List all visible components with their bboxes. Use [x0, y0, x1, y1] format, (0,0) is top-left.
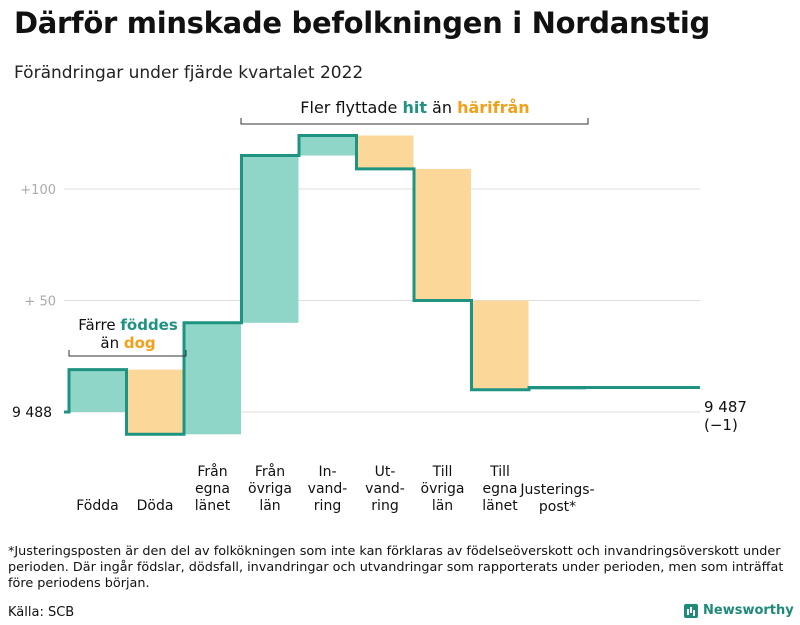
category-label: övriga	[248, 481, 292, 497]
category-label: länet	[195, 498, 231, 514]
waterfall-bar	[356, 135, 414, 169]
waterfall-bar	[69, 369, 126, 412]
category-label: övriga	[421, 481, 465, 497]
brand-logo: Newsworthy	[684, 603, 794, 618]
category-label: Födda	[76, 498, 118, 514]
y-tick-label: +100	[20, 183, 56, 198]
category-label: Döda	[137, 498, 174, 514]
chart-subtitle: Förändringar under fjärde kvartalet 2022	[14, 63, 364, 83]
category-label: län	[259, 498, 280, 514]
waterfall-bar	[241, 155, 299, 323]
category-label: länet	[482, 498, 518, 514]
category-label: vand-	[365, 481, 405, 497]
category-label: Justerings-	[519, 482, 594, 498]
category-label: In-	[318, 464, 336, 480]
category-label: post*	[539, 499, 576, 515]
annotation-births-deaths: Färre föddes	[78, 316, 178, 334]
annotation-births-deaths-line2: än dog	[100, 334, 155, 352]
category-label: Ut-	[375, 464, 396, 480]
category-label: Från	[255, 463, 285, 480]
footnote: *Justeringsposten är den del av folkökni…	[8, 544, 784, 591]
y-tick-label: + 50	[24, 295, 56, 310]
waterfall-bar	[126, 369, 184, 435]
brand-name: Newsworthy	[703, 603, 794, 618]
category-label: egna	[483, 481, 518, 497]
newsworthy-icon	[684, 603, 698, 618]
baseline-label: 9 488	[12, 405, 52, 421]
category-label: Till	[432, 464, 453, 480]
waterfall-bar	[414, 168, 471, 301]
waterfall-bar	[299, 135, 356, 156]
end-value-label: 9 487	[704, 398, 747, 416]
annotation-migration: Fler flyttade hit än härifrån	[300, 98, 529, 117]
waterfall-step-line	[64, 133, 700, 436]
end-value-label: (−1)	[704, 416, 738, 434]
category-label: Från	[197, 463, 227, 480]
category-label: Till	[489, 464, 510, 480]
waterfall-bar	[184, 322, 241, 435]
category-label: vand-	[308, 481, 348, 497]
source: Källa: SCB	[8, 605, 75, 620]
category-label: län	[432, 498, 453, 514]
waterfall-bar	[471, 300, 529, 390]
chart-title: Därför minskade befolkningen i Nordansti…	[14, 6, 710, 40]
category-label: ring	[371, 498, 398, 514]
annotation-bracket	[240, 118, 589, 125]
category-label: egna	[195, 481, 230, 497]
annotation-bracket	[68, 350, 187, 357]
category-label: ring	[314, 498, 341, 514]
